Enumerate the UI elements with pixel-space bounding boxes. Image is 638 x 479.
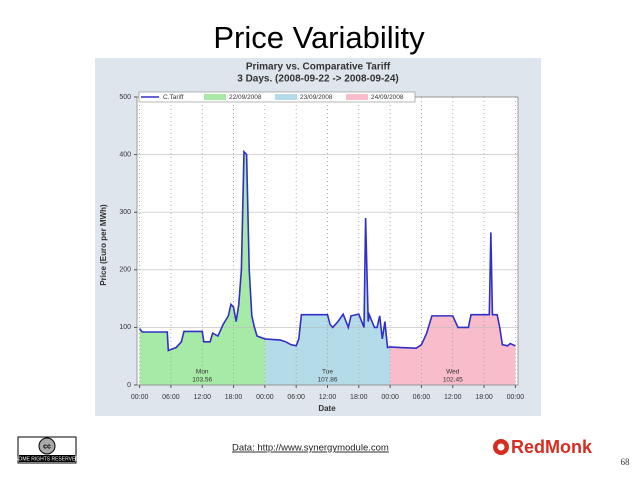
legend-swatch [346, 94, 368, 100]
x-tick-label: 18:00 [350, 394, 368, 401]
chart-subtitle: 3 Days. (2008-09-22 -> 2008-09-24) [237, 74, 399, 85]
y-tick-label: 0 [127, 382, 131, 389]
x-tick-label: 12:00 [444, 394, 462, 401]
x-tick-label: 00:00 [131, 394, 149, 401]
legend-label: 22/09/2008 [229, 94, 262, 101]
chart-title: Primary vs. Comparative Tariff [246, 62, 391, 73]
page-number: 68 [621, 457, 631, 467]
source-link[interactable]: Data: http://www.synergymodule.com [232, 443, 389, 454]
legend-swatch [275, 94, 297, 100]
x-tick-label: 12:00 [193, 394, 211, 401]
x-tick-label: 00:00 [507, 394, 525, 401]
x-tick-label: 12:00 [319, 394, 337, 401]
x-tick-label: 06:00 [413, 394, 431, 401]
logo-text: RedMonk [511, 437, 593, 457]
price-line [138, 149, 516, 352]
slide-title: Price Variability [213, 20, 425, 55]
legend-label: C.Tariff [163, 94, 184, 101]
x-tick-label: 18:00 [475, 394, 493, 401]
x-tick-label: 18:00 [225, 394, 243, 401]
day-average: 107.86 [318, 377, 338, 384]
legend-label: 23/09/2008 [300, 94, 333, 101]
svg-text:cc: cc [43, 443, 51, 450]
day-average: 102.45 [443, 377, 463, 384]
day-label: Wed [446, 369, 460, 376]
x-tick-label: 06:00 [287, 394, 305, 401]
x-tick-label: 06:00 [162, 394, 180, 401]
day-label: Tue [322, 369, 333, 376]
day-area [264, 217, 391, 385]
legend-label: 24/09/2008 [371, 94, 404, 101]
legend-swatch [204, 94, 226, 100]
x-axis-label: Date [318, 404, 336, 413]
day-area [139, 151, 265, 385]
y-tick-label: 200 [119, 267, 131, 274]
x-tick-label: 00:00 [381, 394, 399, 401]
license-text: SOME RIGHTS RESERVED [15, 456, 79, 462]
x-tick-label: 00:00 [256, 394, 274, 401]
y-tick-label: 100 [119, 324, 131, 331]
y-tick-label: 300 [119, 209, 131, 216]
day-average: 103.56 [192, 377, 212, 384]
y-tick-label: 500 [119, 94, 131, 101]
logo: RedMonk [493, 437, 593, 457]
y-axis-label: Price (Euro per MWh) [99, 204, 108, 286]
y-tick-label: 400 [119, 151, 131, 158]
day-area [390, 232, 516, 385]
day-label: Mon [196, 369, 209, 376]
cc-badge: cc SOME RIGHTS RESERVED [15, 436, 79, 464]
